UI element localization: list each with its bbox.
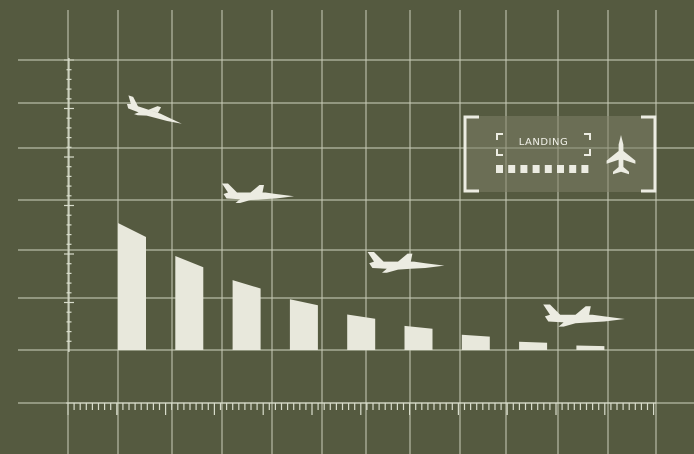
- progress-segment: [544, 165, 552, 173]
- altitude-bar: [175, 256, 204, 350]
- altitude-bar: [519, 341, 548, 350]
- altitude-bar: [461, 334, 490, 350]
- panel-bracket-left: [463, 115, 479, 193]
- altitude-bar: [404, 325, 433, 350]
- progress-segment: [569, 165, 577, 173]
- altitude-bars: [118, 223, 605, 350]
- altitude-bar: [118, 223, 146, 350]
- altitude-bar: [232, 280, 261, 350]
- altitude-bar: [347, 314, 376, 350]
- progress-segment: [508, 165, 516, 173]
- progress-segment: [557, 165, 564, 173]
- altitude-bar: [576, 345, 605, 350]
- fighter-jet-icon: [123, 95, 186, 130]
- progress-segment: [581, 165, 589, 173]
- progress-segment: [496, 165, 503, 173]
- distance-scale: [66, 402, 656, 415]
- altitude-bar: [289, 299, 318, 350]
- fighter-jet-icon: [543, 304, 625, 327]
- panel-bracket-right: [641, 115, 657, 193]
- fighter-jet-icon: [367, 252, 445, 273]
- altitude-scale: [64, 58, 74, 352]
- status-label: LANDING: [519, 137, 569, 148]
- progress-segment: [532, 165, 540, 173]
- progress-segment: [520, 165, 528, 173]
- status-panel: LANDING: [463, 115, 657, 193]
- progress-segments: [496, 165, 589, 173]
